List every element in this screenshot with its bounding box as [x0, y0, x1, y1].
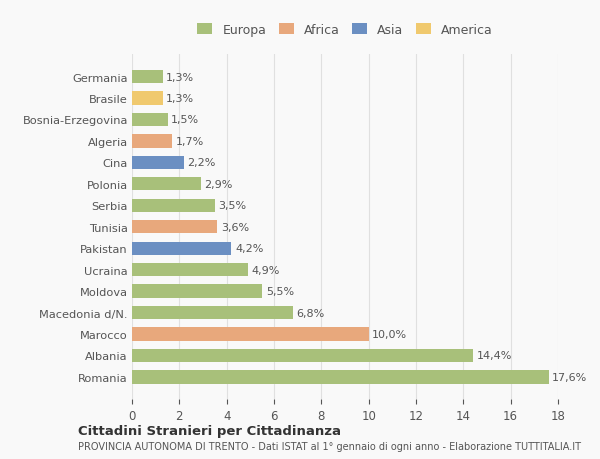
Text: 4,9%: 4,9%	[251, 265, 280, 275]
Text: 6,8%: 6,8%	[296, 308, 325, 318]
Text: 17,6%: 17,6%	[552, 372, 587, 382]
Text: PROVINCIA AUTONOMA DI TRENTO - Dati ISTAT al 1° gennaio di ogni anno - Elaborazi: PROVINCIA AUTONOMA DI TRENTO - Dati ISTA…	[78, 441, 581, 451]
Bar	[132, 349, 473, 362]
Bar	[132, 285, 262, 298]
Text: 2,2%: 2,2%	[188, 158, 216, 168]
Bar	[132, 263, 248, 277]
Text: Cittadini Stranieri per Cittadinanza: Cittadini Stranieri per Cittadinanza	[78, 424, 341, 437]
Text: 1,5%: 1,5%	[171, 115, 199, 125]
Bar	[132, 135, 172, 148]
Bar	[132, 92, 163, 106]
Text: 5,5%: 5,5%	[266, 286, 294, 297]
Bar	[132, 157, 184, 170]
Text: 2,9%: 2,9%	[204, 179, 233, 190]
Bar	[132, 221, 217, 234]
Bar	[132, 370, 548, 384]
Bar	[132, 306, 293, 319]
Text: 1,7%: 1,7%	[176, 137, 204, 146]
Bar	[132, 178, 200, 191]
Bar	[132, 71, 163, 84]
Bar	[132, 328, 368, 341]
Text: 4,2%: 4,2%	[235, 244, 263, 254]
Text: 3,6%: 3,6%	[221, 222, 249, 232]
Bar	[132, 242, 232, 255]
Bar	[132, 199, 215, 213]
Text: 1,3%: 1,3%	[166, 94, 194, 104]
Text: 10,0%: 10,0%	[372, 329, 407, 339]
Text: 3,5%: 3,5%	[218, 201, 247, 211]
Text: 1,3%: 1,3%	[166, 73, 194, 82]
Bar	[132, 113, 167, 127]
Legend: Europa, Africa, Asia, America: Europa, Africa, Asia, America	[194, 20, 496, 40]
Text: 14,4%: 14,4%	[476, 351, 512, 361]
